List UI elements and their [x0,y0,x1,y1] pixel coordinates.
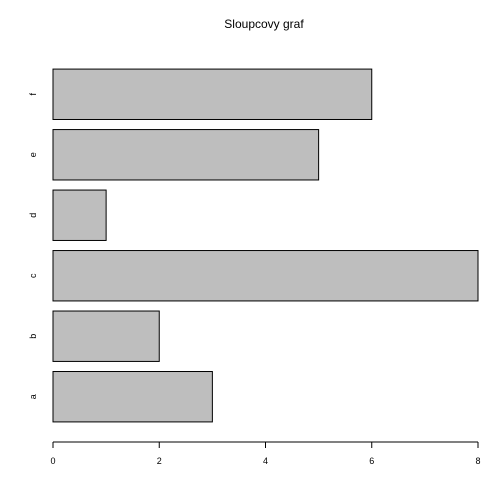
x-tick-label-2: 2 [157,456,162,466]
x-axis: 0 2 4 6 8 [50,441,481,466]
y-tick-label-b: b [28,334,38,339]
bar-b [52,310,160,362]
x-tick-label-6: 6 [369,456,374,466]
y-tick-label-e: e [28,152,38,157]
bar-e [52,129,320,181]
y-axis: a b c d e f [28,93,38,400]
bar-c [52,250,479,302]
chart-title: Sloupcovy graf [224,17,304,31]
y-tick-label-a: a [28,394,38,399]
bars-layer [52,68,479,423]
x-tick-label-0: 0 [50,456,55,466]
bar-f [52,68,373,120]
y-tick-label-c: c [28,273,38,278]
x-tick-label-4: 4 [263,456,268,466]
y-tick-label-f: f [28,93,38,96]
bar-d [52,189,107,241]
x-tick-label-8: 8 [475,456,480,466]
bar-a [52,371,213,423]
y-tick-label-d: d [28,213,38,218]
